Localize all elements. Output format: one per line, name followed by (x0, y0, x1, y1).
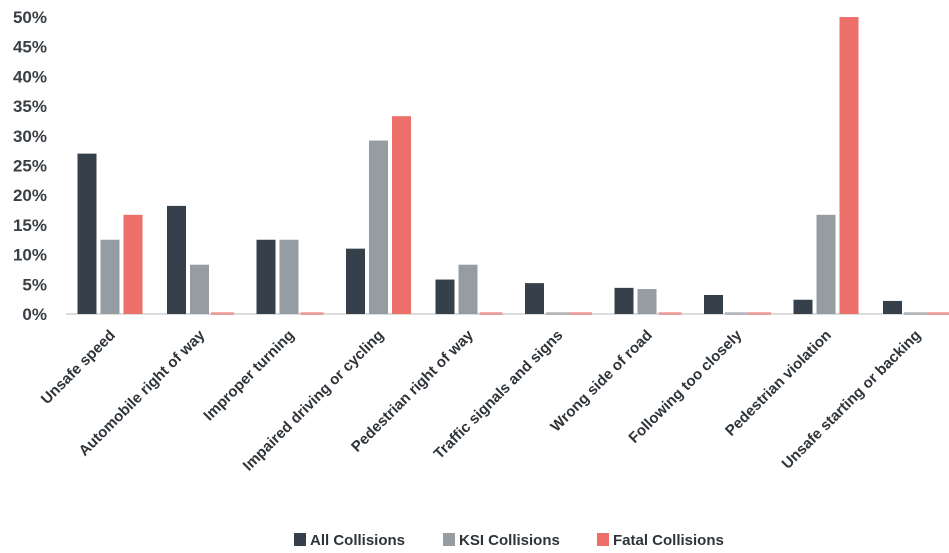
legend-swatch (597, 533, 609, 546)
bar-zero-ksi-collisions (546, 312, 569, 315)
legend: All Collisions KSI Collisions Fatal Collis… (294, 532, 724, 549)
bar-zero-fatal-collisions (479, 312, 503, 315)
y-tick-label: 30% (13, 127, 47, 146)
bars (77, 17, 949, 315)
legend-swatch (294, 533, 306, 546)
x-tick-label: Wrong side of road (547, 327, 655, 435)
x-tick-label: Improper turning (200, 327, 297, 424)
y-tick-label: 20% (13, 186, 47, 205)
y-tick-label: 50% (13, 8, 47, 27)
bar-fatal-collisions (123, 214, 143, 314)
y-tick-label: 0% (22, 305, 47, 324)
bar-all-collisions (435, 279, 455, 314)
y-tick-label: 40% (13, 67, 47, 86)
y-tick-label: 15% (13, 216, 47, 235)
bar-ksi-collisions (190, 264, 209, 314)
bar-zero-fatal-collisions (658, 312, 682, 315)
legend-label: All Collisions (310, 532, 405, 549)
bar-zero-ksi-collisions (904, 312, 927, 315)
bar-all-collisions (525, 283, 544, 314)
bar-all-collisions (883, 300, 902, 314)
legend-swatch (443, 533, 455, 546)
y-axis: 0% 5% 10% 15% 20% 25% 30% 35% 40% 45% 50% (13, 8, 47, 324)
legend-label: Fatal Collisions (613, 532, 724, 549)
bar-fatal-collisions (839, 17, 859, 314)
bar-ksi-collisions (369, 140, 388, 314)
bar-zero-fatal-collisions (748, 312, 771, 315)
bar-all-collisions (793, 299, 813, 314)
bar-zero-ksi-collisions (725, 312, 748, 315)
bar-fatal-collisions (392, 116, 411, 314)
bar-zero-fatal-collisions (569, 312, 592, 315)
bar-ksi-collisions (100, 239, 120, 314)
bar-ksi-collisions (458, 264, 478, 314)
x-tick-label: Unsafe speed (38, 327, 119, 408)
bar-zero-fatal-collisions (300, 312, 324, 315)
bar-all-collisions (614, 287, 634, 314)
y-tick-label: 45% (13, 38, 47, 57)
bar-all-collisions (77, 153, 97, 314)
legend-label: KSI Collisions (459, 532, 560, 549)
bar-zero-fatal-collisions (927, 312, 949, 315)
y-tick-label: 35% (13, 97, 47, 116)
bar-all-collisions (167, 205, 186, 314)
bar-all-collisions (704, 294, 723, 314)
y-tick-label: 25% (13, 157, 47, 176)
bar-all-collisions (346, 248, 365, 314)
bar-zero-fatal-collisions (211, 312, 234, 315)
bar-ksi-collisions (816, 214, 836, 314)
y-tick-label: 10% (13, 246, 47, 265)
y-tick-label: 5% (22, 275, 47, 294)
x-tick-label: Impaired driving or cycling (240, 327, 388, 475)
bar-ksi-collisions (637, 289, 657, 314)
bar-all-collisions (256, 239, 276, 314)
bar-ksi-collisions (279, 239, 299, 314)
